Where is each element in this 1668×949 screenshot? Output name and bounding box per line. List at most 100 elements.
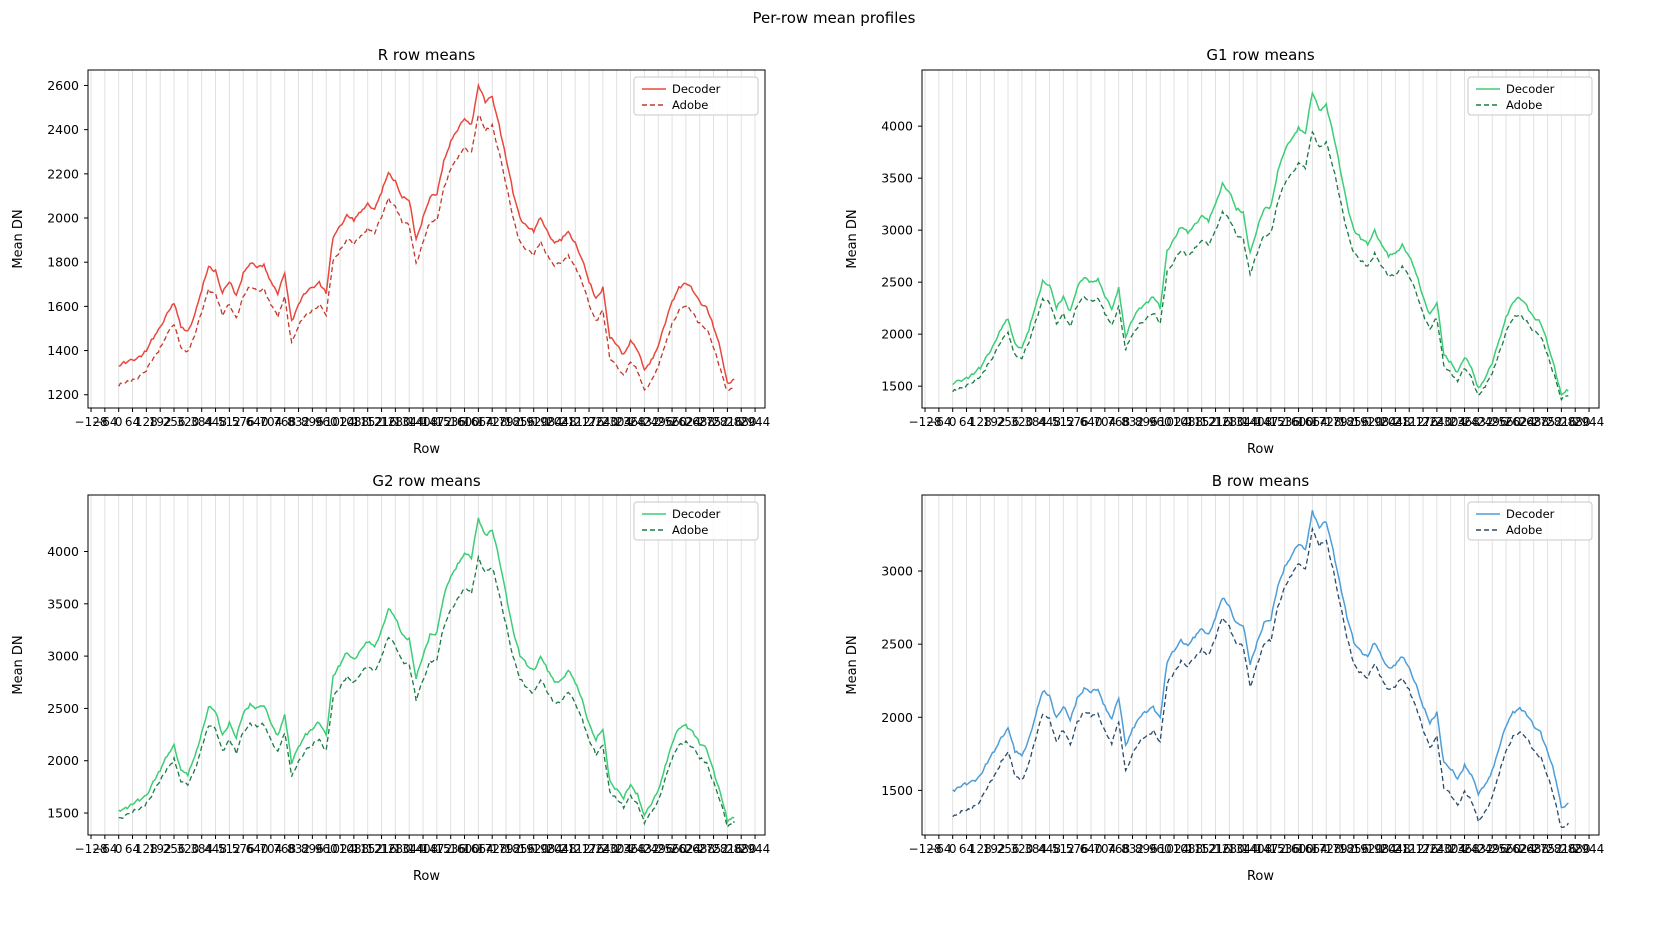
x-tick-label: 1088 (1173, 842, 1204, 856)
x-tick-label: 2368 (1449, 842, 1480, 856)
x-tick-label: 256 (997, 842, 1020, 856)
x-tick-label: 2112 (1394, 842, 1425, 856)
y-tick-label: 2500 (881, 275, 913, 290)
x-tick-label: 2048 (546, 842, 577, 856)
x-tick-label: 896 (1135, 415, 1158, 429)
x-tick-label: 896 (301, 842, 324, 856)
x-tick-label: 2560 (657, 842, 688, 856)
x-tick-label: −128 (75, 415, 108, 429)
x-tick-label: 448 (204, 415, 227, 429)
y-tick-label: 1500 (881, 783, 913, 798)
figure-title: Per-row mean profiles (752, 9, 916, 27)
chart-title: R row means (378, 46, 476, 64)
x-tick-label: 576 (232, 842, 255, 856)
x-tick-label: 1344 (1228, 415, 1259, 429)
plot-frame (87, 69, 766, 409)
x-tick-label: 2048 (1380, 842, 1411, 856)
x-tick-label: 1280 (380, 415, 411, 429)
x-tick-label: 1792 (491, 842, 522, 856)
x-tick-label: 1600 (449, 842, 480, 856)
y-tick-label: 3500 (47, 596, 79, 611)
x-tick-label: 2112 (560, 415, 591, 429)
series-decoder-line (118, 517, 735, 824)
x-tick-label: 576 (1066, 842, 1089, 856)
x-tick-label: 1984 (532, 415, 563, 429)
x-tick-label: 1408 (408, 415, 439, 429)
x-tick-label: 1792 (1325, 842, 1356, 856)
x-tick-label: 384 (1024, 415, 1047, 429)
x-tick-label: 1216 (1200, 415, 1231, 429)
y-tick-label: 1400 (47, 343, 79, 358)
x-axis-label: Row (413, 869, 440, 884)
x-tick-label: 896 (301, 415, 324, 429)
x-tick-label: 192 (149, 842, 172, 856)
x-tick-label: 2432 (629, 415, 660, 429)
series-adobe-line (118, 113, 735, 391)
x-tick-label: 1728 (1311, 415, 1342, 429)
plot-frame (921, 69, 1600, 409)
x-tick-label: 448 (1038, 842, 1061, 856)
x-tick-label: 1856 (505, 415, 536, 429)
x-tick-label: 1856 (1339, 842, 1370, 856)
x-tick-label: 320 (1010, 842, 1033, 856)
x-tick-label: 192 (983, 842, 1006, 856)
plot-frame (87, 494, 766, 836)
x-tick-label: 2496 (643, 415, 674, 429)
x-tick-label: 1664 (463, 842, 494, 856)
legend-label-adobe: Adobe (1506, 523, 1542, 537)
chart-canvas-R: −128−640 64128192256320384448512576640704… (11, 46, 770, 457)
x-tick-label: 384 (190, 842, 213, 856)
x-tick-label: 512 (1052, 415, 1075, 429)
x-tick-label: 128 (969, 415, 992, 429)
x-tick-label: 2496 (643, 842, 674, 856)
legend-label-decoder: Decoder (672, 82, 721, 96)
x-tick-label: 2816 (1546, 415, 1577, 429)
x-tick-label: 2752 (698, 842, 729, 856)
chart-canvas-G1: −128−640 64128192256320384448512576640704… (845, 46, 1605, 457)
chart-G1: −128 −64 0 64 128 192 256 320 384 448 512 576 640 704… (834, 0, 1668, 462)
x-tick-label: 1536 (435, 415, 466, 429)
x-tick-label: 1984 (1366, 415, 1397, 429)
x-tick-label: 128 (135, 415, 158, 429)
y-tick-label: 2500 (47, 701, 79, 716)
y-tick-label: 3000 (881, 564, 913, 579)
x-tick-label: 2752 (698, 415, 729, 429)
x-tick-label: 1792 (1325, 415, 1356, 429)
legend-box (1467, 76, 1593, 116)
x-tick-label: 1344 (394, 415, 425, 429)
x-tick-label: 256 (163, 842, 186, 856)
x-tick-label: 2240 (588, 415, 619, 429)
x-tick-label: 0 (115, 842, 123, 856)
x-tick-label: 1280 (1214, 415, 1245, 429)
x-axis-label: Row (413, 442, 440, 457)
x-tick-label: 448 (1038, 415, 1061, 429)
series-adobe-line (952, 130, 1569, 402)
x-tick-label: 1280 (380, 842, 411, 856)
x-tick-label: 2304 (601, 842, 632, 856)
x-tick-label: 1792 (491, 415, 522, 429)
x-tick-label: 2240 (1422, 842, 1453, 856)
y-tick-label: 1500 (47, 806, 79, 821)
x-tick-label: 2944 (1574, 415, 1605, 429)
x-tick-label: 1664 (1297, 415, 1328, 429)
x-tick-label: 1408 (408, 842, 439, 856)
y-axis-label: Mean DN (845, 209, 860, 268)
x-tick-label: 2880 (726, 842, 757, 856)
x-tick-label: 2624 (671, 842, 702, 856)
x-tick-label: 0 (949, 415, 957, 429)
x-tick-label: 2368 (615, 842, 646, 856)
y-axis-label: Mean DN (845, 635, 860, 694)
x-tick-label: 576 (232, 415, 255, 429)
x-tick-label: 2112 (560, 842, 591, 856)
y-tick-label: 2000 (47, 753, 79, 768)
x-tick-label: 2176 (1408, 415, 1439, 429)
x-tick-label: 1472 (1256, 415, 1287, 429)
x-tick-label: −128 (909, 842, 942, 856)
legend-box (633, 501, 759, 541)
y-tick-label: 2500 (881, 637, 913, 652)
x-tick-label: 768 (273, 415, 296, 429)
x-tick-label: 192 (983, 415, 1006, 429)
chart-B: −128 −64 0 64 128 192 256 320 384 448 512 576 640 704… (834, 462, 1668, 949)
x-tick-label: 1152 (1186, 415, 1217, 429)
x-tick-label: 1024 (325, 842, 356, 856)
